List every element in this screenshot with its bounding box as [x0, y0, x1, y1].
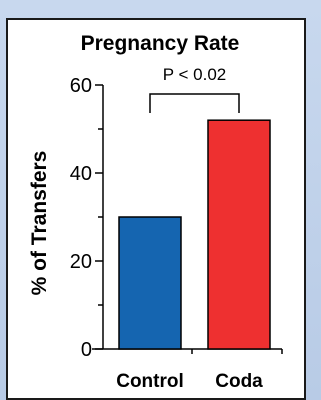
significance-label: P < 0.02 [163, 65, 227, 84]
chart-title: Pregnancy Rate [81, 32, 240, 55]
plot-area: 0 20 40 60 Control Coda P < 0.02 [70, 65, 283, 392]
significance-bracket [149, 93, 240, 113]
y-tick-label: 0 [81, 339, 92, 361]
bar-control [118, 216, 182, 350]
y-tick-label: 40 [70, 163, 92, 185]
y-axis-label: % of Transfers [28, 151, 51, 296]
x-tick-label: Coda [215, 371, 263, 392]
y-tick-label: 60 [70, 75, 92, 97]
bar-coda [207, 119, 271, 350]
x-tick-label: Control [116, 371, 184, 392]
y-tick-label: 20 [70, 251, 92, 273]
